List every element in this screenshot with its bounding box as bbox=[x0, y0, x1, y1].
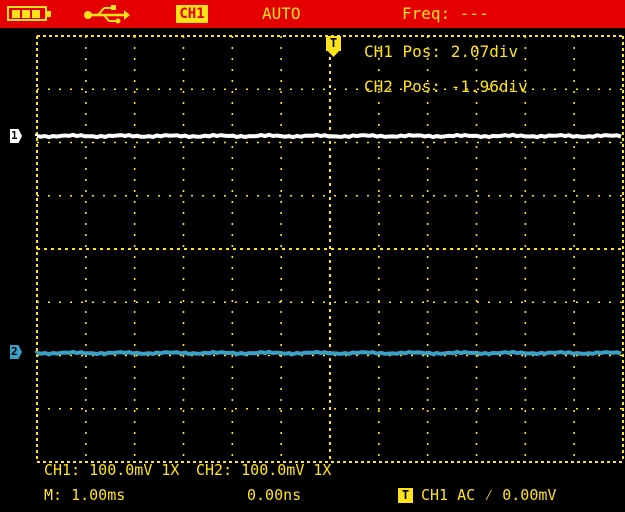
timebase: M: 1.00ms bbox=[44, 486, 126, 504]
ch2-trace bbox=[35, 349, 622, 357]
graticule-grid bbox=[36, 35, 624, 463]
trigger-mode[interactable]: AUTO bbox=[262, 4, 301, 23]
ch2-marker[interactable]: 2 bbox=[10, 345, 22, 359]
ch2-scale: CH2: 100.0mV 1X bbox=[196, 461, 332, 479]
ch2-position-label: CH2 Pos: -1.96div bbox=[364, 77, 528, 96]
ch1-scale: CH1: 100.0mV 1X bbox=[44, 461, 180, 479]
ch1-trace bbox=[35, 132, 622, 140]
ch1-marker[interactable]: 1 bbox=[10, 129, 22, 143]
trigger-info: CH1 AC ⁄ 0.00mV bbox=[421, 486, 557, 504]
active-channel-badge[interactable]: CH1 bbox=[176, 5, 208, 23]
trigger-icon: T bbox=[398, 488, 413, 503]
frequency-readout: Freq: --- bbox=[402, 4, 489, 23]
ch1-position-label: CH1 Pos: 2.07div bbox=[364, 42, 519, 61]
battery-icon bbox=[7, 6, 51, 21]
waveform-display[interactable] bbox=[0, 28, 625, 512]
trigger-arrow-icon bbox=[327, 50, 340, 57]
status-bar: CH1 AUTO Freq: --- bbox=[0, 0, 625, 28]
usb-icon bbox=[84, 5, 130, 24]
time-offset: 0.00ns bbox=[247, 486, 302, 504]
trigger-position-marker[interactable]: T bbox=[326, 36, 341, 51]
